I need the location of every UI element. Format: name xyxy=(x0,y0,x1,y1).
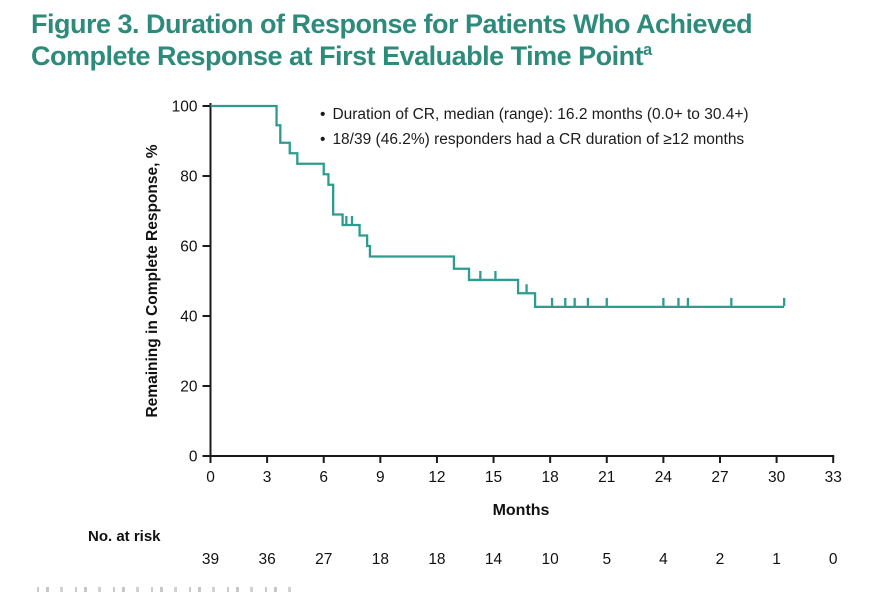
risk-table-label: No. at risk xyxy=(88,528,161,545)
risk-count: 4 xyxy=(659,551,668,568)
y-tick-label: 60 xyxy=(180,239,198,256)
annotation-bullet-line: • 18/39 (46.2%) responders had a CR durat… xyxy=(320,128,749,153)
risk-count: 18 xyxy=(372,551,389,568)
x-tick-label: 18 xyxy=(542,469,559,486)
risk-count: 5 xyxy=(602,551,611,568)
figure-title: Figure 3. Duration of Response for Patie… xyxy=(31,8,883,73)
figure-title-line1: Figure 3. Duration of Response for Patie… xyxy=(31,9,753,39)
risk-count: 2 xyxy=(716,551,725,568)
x-tick-label: 27 xyxy=(711,469,728,486)
y-tick-label: 40 xyxy=(180,309,198,326)
risk-count: 36 xyxy=(258,551,275,568)
y-tick-label: 0 xyxy=(189,449,198,466)
x-tick-label: 9 xyxy=(376,469,385,486)
annotation-bullet-line: • Duration of CR, median (range): 16.2 mo… xyxy=(320,103,749,128)
risk-count: 18 xyxy=(428,551,445,568)
x-tick-label: 3 xyxy=(263,469,272,486)
x-tick-label: 12 xyxy=(428,469,445,486)
bullet-icon: • xyxy=(320,130,326,148)
x-tick-label: 15 xyxy=(485,469,502,486)
risk-count: 27 xyxy=(315,551,332,568)
x-tick-label: 24 xyxy=(655,469,673,486)
bullet-icon: • xyxy=(320,106,326,123)
y-tick-label: 20 xyxy=(180,379,198,396)
x-axis-label: Months xyxy=(492,502,550,519)
footnote-cutoff xyxy=(37,587,299,592)
risk-count: 1 xyxy=(772,551,781,568)
annotation-box: • Duration of CR, median (range): 16.2 mo… xyxy=(320,103,749,152)
y-tick-label: 100 xyxy=(172,99,198,116)
risk-count: 39 xyxy=(202,551,219,568)
figure-title-superscript: a xyxy=(643,41,652,60)
x-tick-label: 0 xyxy=(206,469,215,486)
risk-count: 14 xyxy=(485,551,503,568)
annotation-text: 18/39 (46.2%) responders had a CR durati… xyxy=(332,130,745,148)
y-tick-label: 80 xyxy=(180,169,198,186)
x-tick-label: 6 xyxy=(319,469,328,486)
x-tick-label: 30 xyxy=(768,469,786,486)
km-curve-path xyxy=(210,104,785,309)
x-tick-label: 21 xyxy=(598,469,615,486)
annotation-text: Duration of CR, median (range): 16.2 mon… xyxy=(332,106,749,123)
risk-count: 0 xyxy=(829,551,838,568)
x-tick-label: 33 xyxy=(825,469,842,486)
risk-count: 10 xyxy=(542,551,560,568)
figure-title-line2: Complete Response at First Evaluable Tim… xyxy=(31,41,644,72)
